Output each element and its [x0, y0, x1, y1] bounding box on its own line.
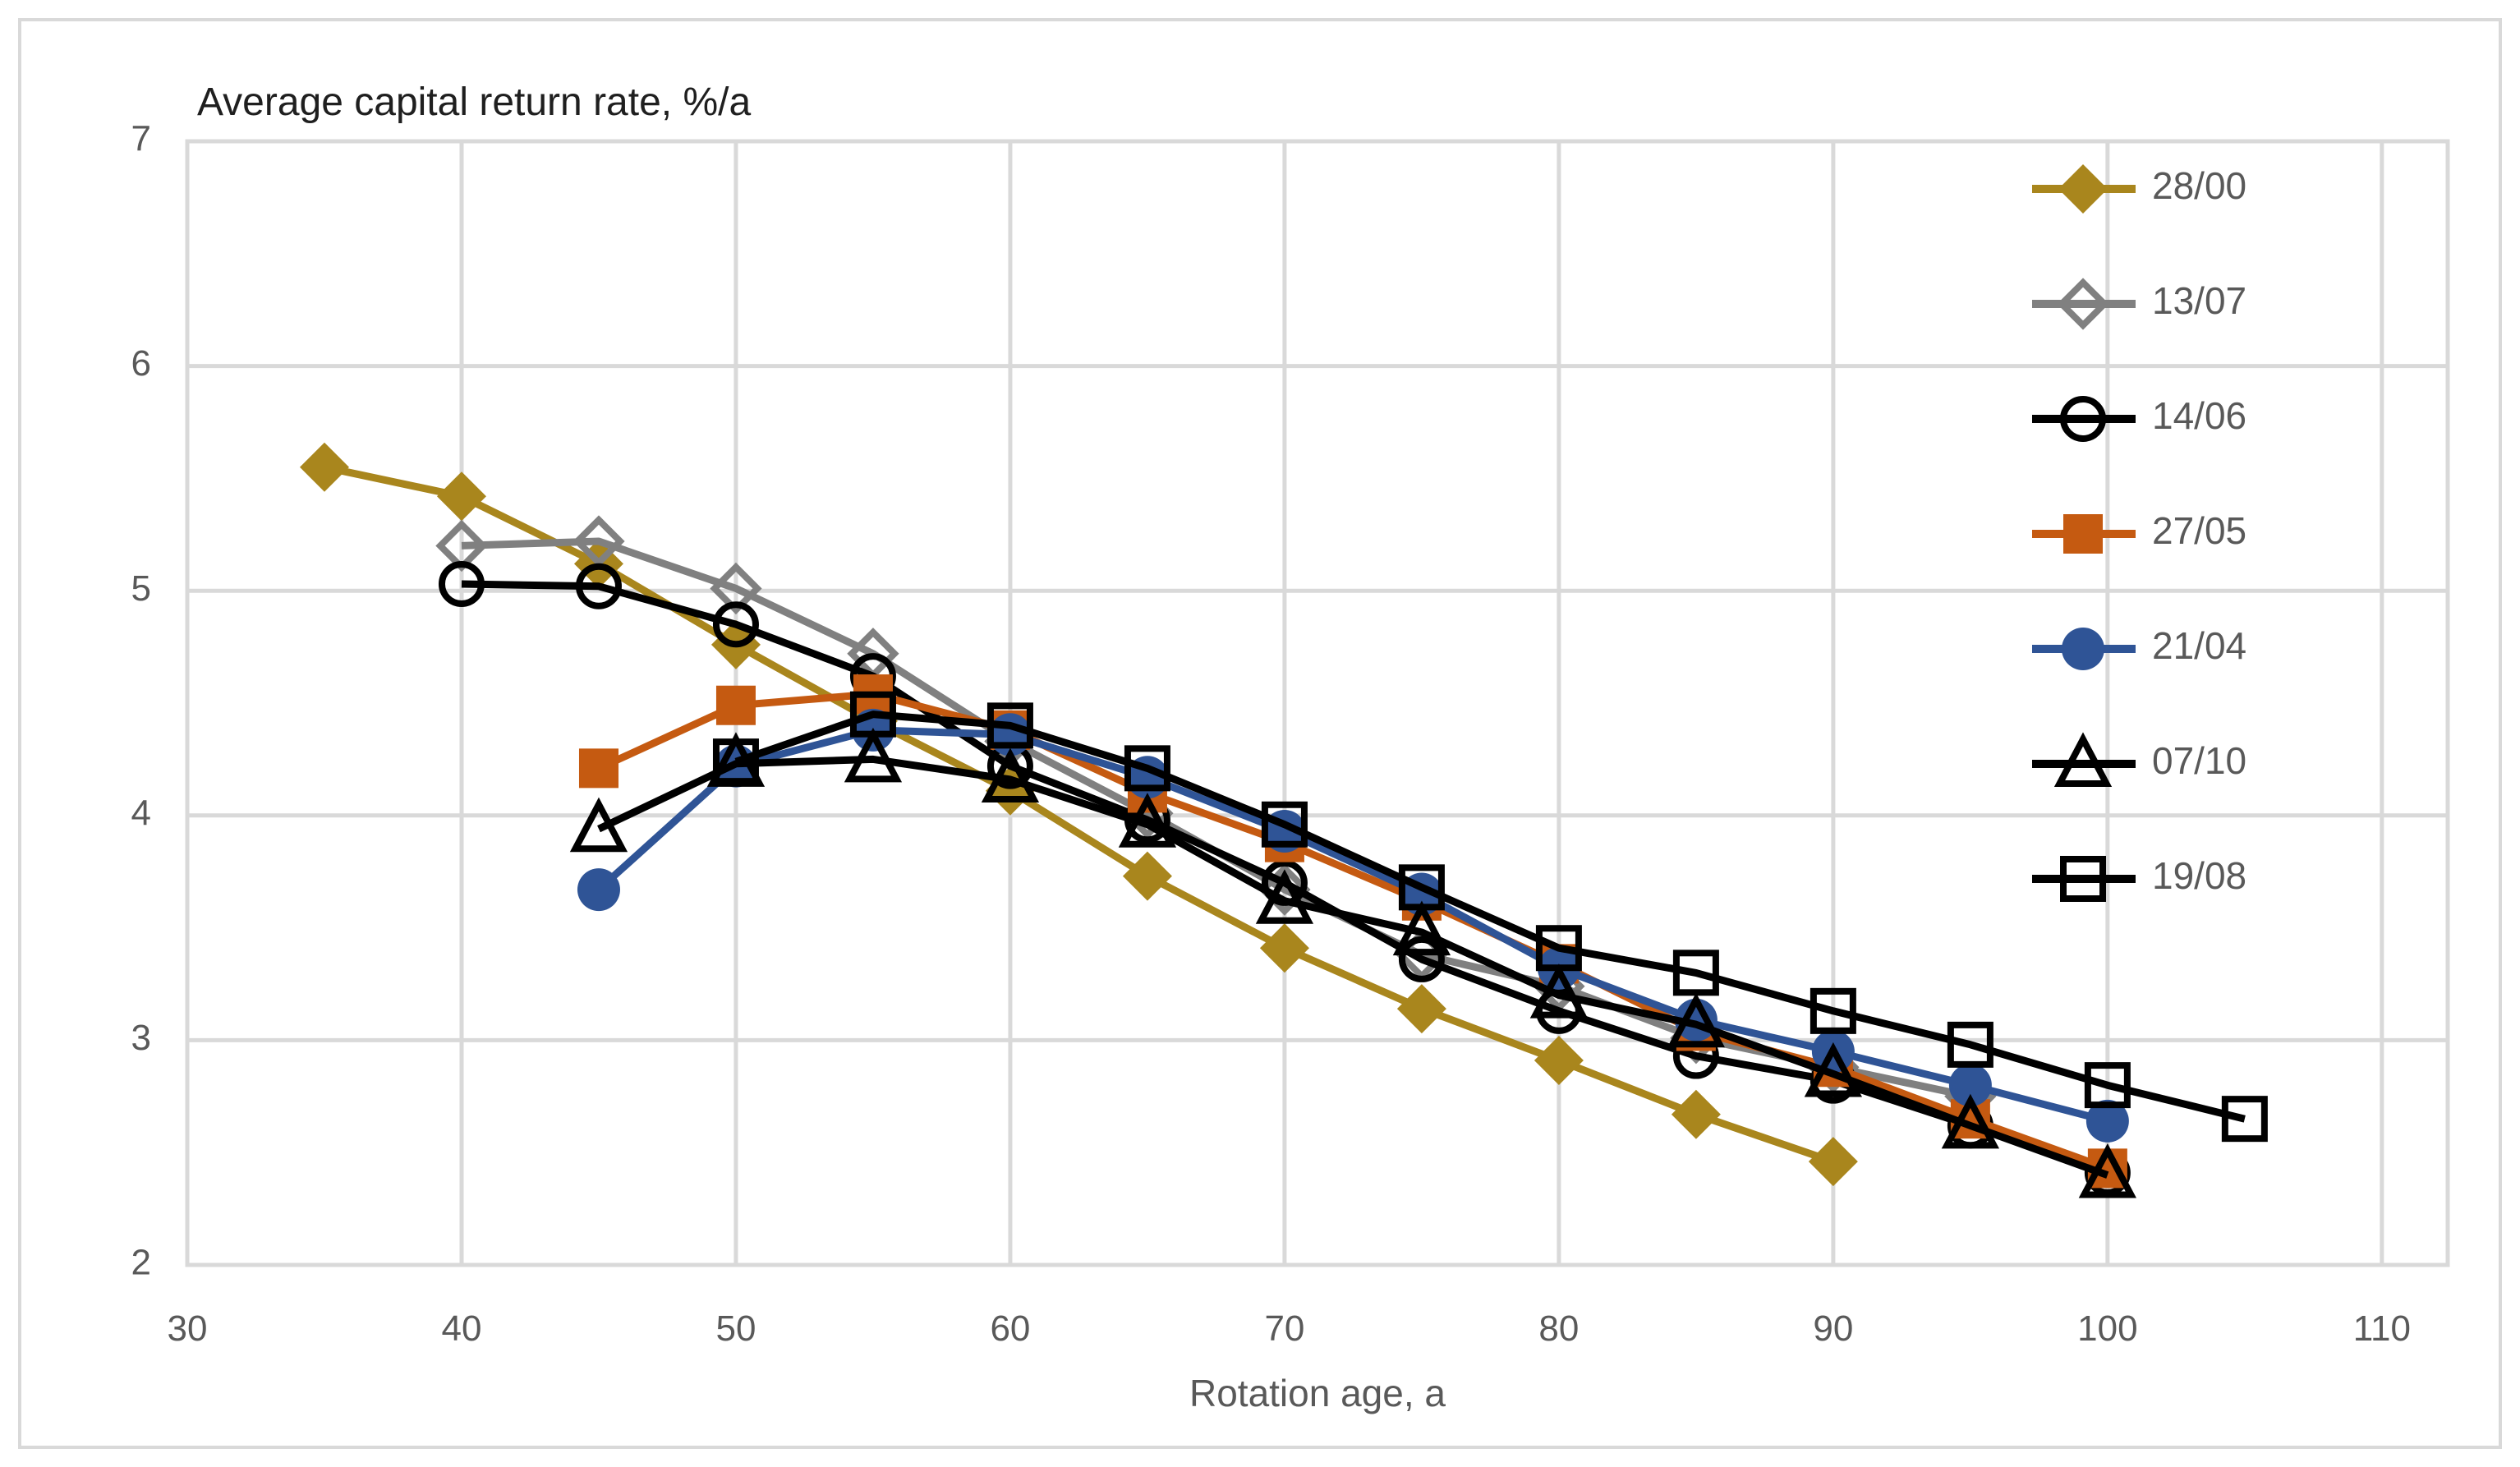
series-marker-07-10	[1529, 963, 1589, 1019]
legend-marker-13-07	[2057, 278, 2109, 330]
series-marker-19-08	[2084, 1062, 2131, 1109]
series-marker-28-00	[1671, 1089, 1721, 1139]
legend-label-27-05: 27/05	[2152, 509, 2246, 552]
series-marker-19-08	[1261, 801, 1308, 848]
legend-marker-14-06	[2060, 396, 2106, 442]
series-marker-19-08	[986, 702, 1033, 749]
legend-label-13-07: 13/07	[2152, 279, 2246, 322]
series-marker-28-00	[1534, 1036, 1584, 1086]
series-marker-19-08	[1398, 864, 1445, 911]
x-tick-label: 110	[2353, 1308, 2411, 1349]
x-tick-label: 30	[168, 1308, 208, 1349]
series-marker-28-00	[1808, 1137, 1858, 1187]
x-axis-title: Rotation age, a	[1189, 1372, 1446, 1414]
series-marker-07-10	[1941, 1093, 2000, 1149]
legend-label-28-00: 28/00	[2152, 164, 2246, 207]
series-marker-19-08	[2221, 1096, 2268, 1143]
outer-border	[18, 18, 2502, 1449]
series-marker-07-10	[1392, 900, 1451, 956]
x-tick-label: 50	[715, 1308, 756, 1349]
x-tick-label: 70	[1264, 1308, 1304, 1349]
y-tick-label: 5	[131, 568, 151, 609]
legend-marker-21-04	[2062, 628, 2104, 670]
series-marker-27-05	[715, 685, 756, 725]
series-marker-13-07	[573, 515, 625, 568]
series-line-07-10	[597, 755, 2109, 1179]
legend-marker-27-05	[2063, 514, 2103, 554]
series-marker-14-06	[575, 563, 622, 609]
series-marker-28-00	[1259, 923, 1309, 973]
legend-label-19-08: 19/08	[2152, 854, 2246, 897]
series-marker-21-04	[2085, 1099, 2129, 1143]
y-tick-label: 2	[131, 1243, 151, 1283]
series-marker-28-00	[436, 471, 486, 522]
legend-label-07-10: 07/10	[2152, 739, 2246, 782]
series-marker-19-08	[1535, 925, 1582, 972]
legend-marker-19-08	[2060, 856, 2106, 902]
y-tick-label: 4	[131, 793, 151, 833]
series-marker-19-08	[1124, 745, 1170, 792]
series-marker-07-10	[1118, 793, 1177, 848]
legend-label-21-04: 21/04	[2152, 624, 2246, 667]
x-tick-label: 60	[990, 1308, 1030, 1349]
series-marker-07-10	[1255, 869, 1314, 924]
series-marker-07-10	[981, 747, 1040, 803]
series-marker-13-07	[710, 562, 762, 615]
series-marker-07-10	[844, 727, 903, 783]
series-marker-19-08	[1810, 987, 1856, 1034]
chart-title: Average capital return rate, %/a	[197, 80, 751, 124]
series-line-28-00	[324, 463, 1835, 1166]
series-marker-19-08	[1947, 1021, 1993, 1068]
series-marker-27-05	[578, 748, 619, 789]
series-marker-21-04	[1948, 1064, 1992, 1107]
series-marker-07-10	[1804, 1042, 1863, 1097]
series-marker-07-10	[1667, 992, 1726, 1048]
series-marker-19-08	[1672, 950, 1719, 996]
series-marker-07-10	[2078, 1143, 2136, 1198]
y-tick-label: 7	[131, 119, 151, 159]
x-tick-label: 100	[2077, 1308, 2137, 1349]
series-marker-14-06	[438, 560, 485, 607]
y-tick-label: 6	[131, 343, 151, 384]
series-marker-19-08	[712, 738, 759, 785]
series-marker-14-06	[712, 601, 759, 648]
series-marker-07-10	[569, 797, 628, 853]
series-marker-28-00	[1396, 984, 1446, 1034]
x-tick-label: 40	[442, 1308, 482, 1349]
x-tick-label: 90	[1813, 1308, 1853, 1349]
legend-marker-07-10	[2053, 732, 2113, 787]
series-marker-21-04	[577, 868, 620, 912]
y-tick-label: 3	[131, 1018, 151, 1058]
series-marker-19-08	[849, 691, 896, 738]
legend-label-14-06: 14/06	[2152, 394, 2246, 437]
series-marker-28-00	[299, 442, 349, 492]
legend-marker-28-00	[2058, 164, 2108, 214]
series-marker-14-06	[1398, 936, 1445, 982]
series-marker-13-07	[1258, 863, 1311, 916]
series-marker-28-00	[1122, 851, 1172, 901]
x-tick-label: 80	[1538, 1308, 1579, 1349]
